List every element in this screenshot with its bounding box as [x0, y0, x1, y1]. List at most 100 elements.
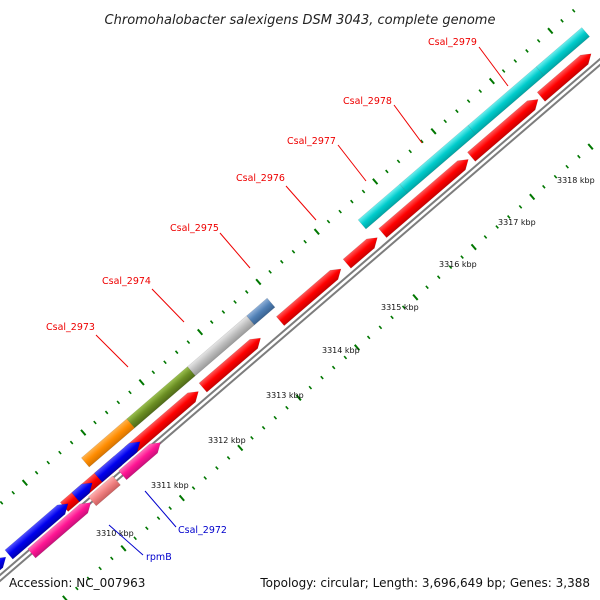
outer-tick [138, 379, 145, 386]
outer-tick [291, 249, 296, 254]
gene-blue-shape[interactable] [94, 437, 144, 483]
inner-tick [353, 344, 361, 351]
outer-tick [571, 8, 576, 13]
inner-tick [120, 544, 127, 552]
outer-tick-marks [0, 8, 576, 505]
inner-tick [62, 595, 68, 600]
gene-red[interactable] [276, 264, 344, 327]
inner-tick [308, 385, 313, 390]
gene-red-shape[interactable] [198, 334, 264, 393]
inner-tick [133, 536, 137, 541]
gene-cyan-shape[interactable] [535, 27, 590, 77]
gene-blue-shape[interactable] [71, 478, 97, 503]
inner-tick [507, 215, 511, 219]
inner-tick [587, 143, 594, 150]
inner-tick [483, 235, 488, 239]
outer-tick [396, 159, 401, 164]
inner-tick [331, 365, 336, 370]
outer-tick [536, 39, 541, 43]
outer-tick [21, 479, 28, 487]
inner-tick [145, 526, 149, 531]
outer-tick [255, 278, 262, 286]
inner-tick [250, 435, 254, 440]
gene-red-shape[interactable] [342, 233, 381, 269]
outer-tick [58, 450, 62, 455]
inner-tick-marks [62, 143, 594, 600]
gene-label-csal-2973[interactable]: Csal_2973 [46, 322, 95, 333]
kbp-label: 3316 kbp [439, 260, 477, 269]
gene-steel[interactable] [246, 297, 276, 326]
outer-tick [221, 310, 226, 314]
gene-salmon[interactable] [88, 475, 121, 507]
gene-cyan[interactable] [535, 27, 590, 77]
gene-red[interactable] [342, 233, 381, 269]
gene-blue-shape[interactable] [0, 553, 10, 581]
inner-tick [203, 476, 208, 480]
gene-blue[interactable] [94, 437, 144, 483]
gene-blue[interactable] [71, 478, 97, 503]
gene-red[interactable] [536, 49, 595, 102]
outer-tick [279, 259, 284, 264]
outer-tick [186, 340, 191, 345]
outer-tick [233, 300, 237, 304]
kbp-label: 3312 kbp [208, 436, 246, 445]
gene-magenta[interactable] [118, 438, 165, 481]
gene-label-csal-2978[interactable]: Csal_2978 [343, 96, 392, 107]
outer-tick [0, 500, 4, 505]
gene-magenta-shape[interactable] [118, 438, 165, 481]
gene-salmon-shape[interactable] [88, 475, 121, 507]
outer-tick [513, 59, 518, 63]
outer-tick [430, 127, 437, 135]
gene-steel-shape[interactable] [246, 297, 276, 326]
gene-label-csal-2975[interactable]: Csal_2975 [170, 223, 219, 234]
inner-tick [565, 164, 569, 169]
gene-magenta-shape[interactable] [27, 498, 95, 559]
outer-tick [93, 420, 97, 425]
inner-tick [156, 516, 161, 521]
inner-tick [425, 285, 429, 290]
inner-tick [542, 184, 546, 189]
gene-red[interactable] [467, 95, 542, 162]
gene-blue[interactable] [4, 499, 72, 560]
gene-red-shape[interactable] [378, 155, 472, 239]
gene-red[interactable] [198, 334, 264, 393]
inner-tick [285, 405, 289, 410]
kbp-label: 3317 kbp [498, 218, 536, 227]
gene-blue[interactable] [0, 553, 10, 581]
inner-tick [215, 466, 219, 470]
kbp-label: 3314 kbp [322, 346, 360, 355]
gene-label-csal-2979[interactable]: Csal_2979 [428, 37, 477, 48]
gene-blue-shape[interactable] [4, 499, 72, 560]
inner-tick [401, 305, 406, 310]
outer-tick [209, 320, 214, 324]
inner-tick [226, 456, 231, 460]
gene-label-csal-2972[interactable]: Csal_2972 [178, 525, 227, 536]
kbp-label: 3313 kbp [266, 391, 304, 400]
inner-tick [237, 444, 244, 452]
gene-label-csal-2977[interactable]: Csal_2977 [287, 136, 336, 147]
outer-tick [466, 99, 471, 104]
gene-red-shape[interactable] [536, 49, 595, 102]
inner-tick [343, 355, 348, 360]
inner-tick [495, 225, 499, 229]
outer-tick [174, 350, 179, 355]
gene-red[interactable] [378, 155, 472, 239]
gene-red-shape[interactable] [276, 264, 344, 327]
outer-tick [151, 370, 156, 375]
gene-magenta[interactable] [27, 498, 95, 559]
outer-tick [488, 77, 495, 85]
outer-tick [372, 178, 379, 185]
gene-label-csal-2974[interactable]: Csal_2974 [102, 276, 151, 287]
outer-tick [420, 139, 424, 144]
inner-tick [448, 265, 453, 270]
kbp-label: 3315 kbp [381, 303, 419, 312]
outer-tick [408, 149, 412, 154]
outer-tick [361, 189, 366, 194]
gene-label-csal-2976[interactable]: Csal_2976 [236, 173, 285, 184]
outer-tick [501, 69, 506, 73]
outer-tick [478, 89, 483, 93]
gene-label-rpmb[interactable]: rpmB [146, 552, 172, 563]
gene-features [0, 27, 595, 581]
gene-red-shape[interactable] [467, 95, 542, 162]
outer-tick [128, 390, 132, 395]
